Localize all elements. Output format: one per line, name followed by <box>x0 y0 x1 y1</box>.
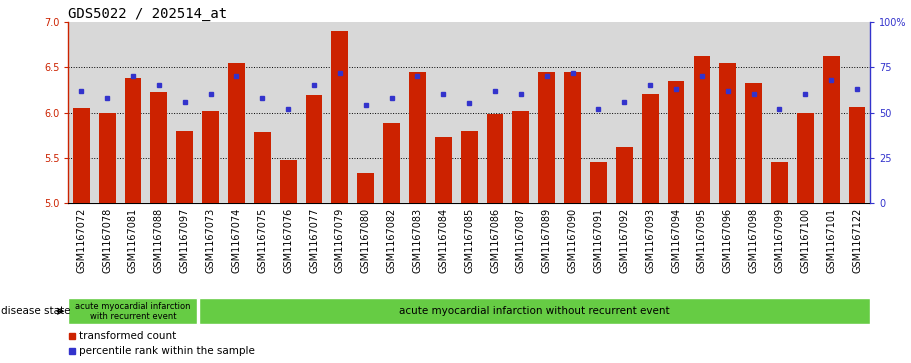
Text: GSM1167080: GSM1167080 <box>361 208 371 273</box>
Bar <box>486 114 504 203</box>
Bar <box>461 131 477 203</box>
Bar <box>228 63 245 203</box>
Text: GSM1167078: GSM1167078 <box>102 208 112 273</box>
Bar <box>641 94 659 203</box>
Text: GSM1167101: GSM1167101 <box>826 208 836 273</box>
Text: acute myocardial infarction without recurrent event: acute myocardial infarction without recu… <box>398 306 669 316</box>
Bar <box>73 108 89 203</box>
Text: GSM1167099: GSM1167099 <box>774 208 784 273</box>
Text: GSM1167076: GSM1167076 <box>283 208 293 273</box>
Bar <box>849 107 865 203</box>
Text: GSM1167084: GSM1167084 <box>438 208 448 273</box>
Text: GSM1167075: GSM1167075 <box>257 208 267 273</box>
Bar <box>564 72 581 203</box>
Text: GSM1167072: GSM1167072 <box>77 208 87 273</box>
Text: GSM1167095: GSM1167095 <box>697 208 707 273</box>
Bar <box>693 56 711 203</box>
Text: GSM1167085: GSM1167085 <box>465 208 474 273</box>
Bar <box>150 92 168 203</box>
Bar <box>305 95 322 203</box>
Text: GSM1167086: GSM1167086 <box>490 208 500 273</box>
Bar <box>590 163 607 203</box>
Text: GSM1167100: GSM1167100 <box>801 208 811 273</box>
Text: GSM1167092: GSM1167092 <box>619 208 630 273</box>
Bar <box>409 72 425 203</box>
Text: disease state: disease state <box>1 306 70 316</box>
Bar <box>202 111 219 203</box>
Text: GSM1167091: GSM1167091 <box>593 208 603 273</box>
Text: transformed count: transformed count <box>78 331 176 341</box>
Text: GSM1167074: GSM1167074 <box>231 208 241 273</box>
Bar <box>98 114 116 203</box>
Text: GSM1167082: GSM1167082 <box>386 208 396 273</box>
Bar <box>435 137 452 203</box>
Text: GSM1167088: GSM1167088 <box>154 208 164 273</box>
Bar <box>199 298 870 325</box>
Bar <box>513 111 529 203</box>
Bar <box>332 31 348 203</box>
Bar <box>668 81 684 203</box>
Text: GSM1167087: GSM1167087 <box>516 208 526 273</box>
Bar <box>616 147 633 203</box>
Bar <box>280 160 297 203</box>
Text: percentile rank within the sample: percentile rank within the sample <box>78 346 254 356</box>
Text: GDS5022 / 202514_at: GDS5022 / 202514_at <box>68 7 228 21</box>
Text: GSM1167096: GSM1167096 <box>722 208 732 273</box>
Text: GSM1167077: GSM1167077 <box>309 208 319 273</box>
Bar <box>384 123 400 203</box>
Bar <box>357 174 374 203</box>
Bar <box>720 63 736 203</box>
Text: GSM1167097: GSM1167097 <box>179 208 189 273</box>
Text: acute myocardial infarction
with recurrent event: acute myocardial infarction with recurre… <box>76 302 190 321</box>
Bar <box>68 298 197 325</box>
Bar <box>538 72 555 203</box>
Text: GSM1167073: GSM1167073 <box>206 208 216 273</box>
Text: GSM1167122: GSM1167122 <box>852 208 862 273</box>
Text: GSM1167079: GSM1167079 <box>335 208 345 273</box>
Bar <box>254 132 271 203</box>
Bar <box>797 113 814 203</box>
Bar <box>745 83 762 203</box>
Text: GSM1167090: GSM1167090 <box>568 208 578 273</box>
Bar <box>177 131 193 203</box>
Text: GSM1167094: GSM1167094 <box>671 208 681 273</box>
Text: GSM1167093: GSM1167093 <box>645 208 655 273</box>
Text: GSM1167083: GSM1167083 <box>413 208 423 273</box>
Bar <box>823 56 840 203</box>
Text: GSM1167081: GSM1167081 <box>128 208 138 273</box>
Text: GSM1167098: GSM1167098 <box>749 208 759 273</box>
Text: GSM1167089: GSM1167089 <box>542 208 552 273</box>
Bar <box>125 78 141 203</box>
Bar <box>771 163 788 203</box>
